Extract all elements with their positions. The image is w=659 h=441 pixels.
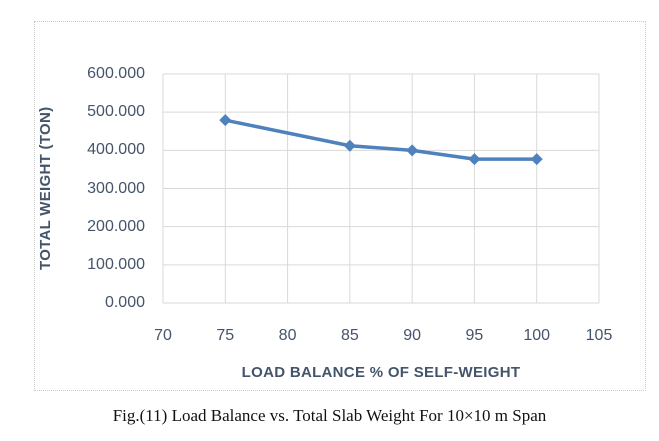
y-tick-label: 300.000 bbox=[87, 179, 145, 197]
x-tick-label: 80 bbox=[278, 327, 297, 344]
y-tick-label: 600.000 bbox=[87, 65, 145, 82]
figure-caption: Fig.(11) Load Balance vs. Total Slab Wei… bbox=[112, 406, 547, 425]
y-axis-title: TOTAL WEIGHT (TON) bbox=[37, 106, 54, 271]
data-line bbox=[223, 118, 539, 161]
y-tick-label: 0.000 bbox=[104, 294, 145, 311]
data-point-marker bbox=[219, 114, 232, 127]
x-axis-title: LOAD BALANCE % OF SELF-WEIGHT bbox=[241, 364, 521, 381]
x-tick-label: 75 bbox=[216, 327, 235, 344]
data-point-marker bbox=[530, 153, 543, 166]
x-tick-label: 105 bbox=[585, 327, 613, 344]
x-tick-label: 85 bbox=[340, 327, 359, 344]
chart-frame: TOTAL WEIGHT (TON) 0.000 100.000 200.000 30… bbox=[34, 21, 646, 391]
y-tick-label: 400.000 bbox=[87, 141, 145, 159]
x-tick-label: 95 bbox=[465, 327, 484, 344]
x-tick-label: 100 bbox=[523, 327, 551, 344]
y-tick-label: 100.000 bbox=[87, 255, 145, 273]
x-tick-label: 90 bbox=[403, 327, 422, 344]
data-point-marker bbox=[406, 144, 419, 157]
y-tick-label: 200.000 bbox=[87, 217, 145, 235]
data-point-marker bbox=[343, 139, 356, 152]
data-point-marker bbox=[468, 153, 481, 166]
y-tick-label: 500.000 bbox=[87, 103, 145, 121]
x-tick-label: 70 bbox=[154, 327, 172, 344]
plot-area bbox=[162, 73, 600, 304]
